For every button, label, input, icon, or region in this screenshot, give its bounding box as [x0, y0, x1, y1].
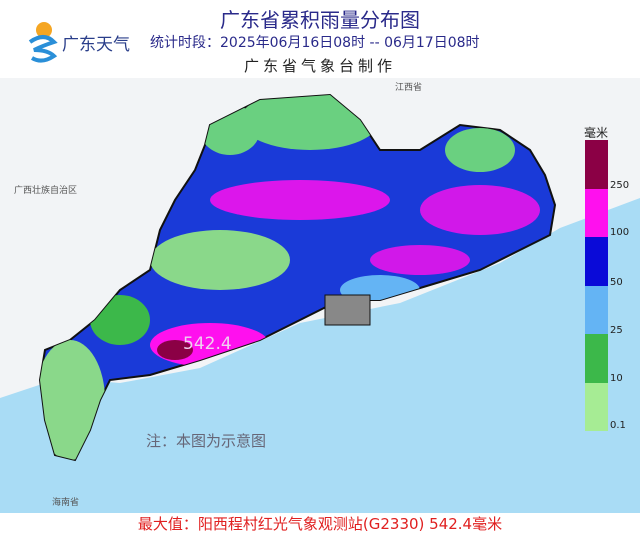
- hong-kong-area: [324, 294, 371, 326]
- label-hainan: 海南省: [52, 498, 80, 508]
- legend-label: 25: [610, 325, 623, 336]
- rainfall-map: [0, 78, 640, 513]
- legend-unit: 毫米: [584, 126, 609, 140]
- legend-label: 250: [610, 180, 630, 191]
- legend-bin-25: [585, 285, 608, 334]
- legend-label: 0.1: [610, 420, 626, 431]
- sea: [0, 198, 640, 513]
- max-rainfall-footer: 最大值：阳西程村红光气象观测站(G2330) 542.4毫米: [0, 513, 640, 535]
- legend-bin-10: [585, 334, 608, 383]
- label-guangxi: 广西壮族自治区: [14, 186, 78, 196]
- max-value-label: 542.4: [183, 334, 232, 354]
- legend-bin-50: [585, 237, 608, 286]
- note: 注：本图为示意图: [146, 432, 267, 450]
- producer: 广东省气象台制作: [243, 57, 396, 75]
- legend-bin-100: [585, 188, 608, 237]
- period: 统计时段：2025年06月16日08时 -- 06月17日08时: [150, 35, 480, 51]
- guangdong-weather-logo-icon: [28, 22, 58, 63]
- map-title: 广东省累积雨量分布图: [220, 8, 420, 32]
- legend-bin-0.1: [585, 382, 608, 431]
- label-jiangxi: 江西省: [395, 83, 423, 93]
- header: 广东省累积雨量分布图 广东天气 统计时段：2025年06月16日08时 -- 0…: [0, 0, 640, 78]
- legend-bin-250: [585, 140, 608, 189]
- legend-label: 100: [610, 227, 630, 238]
- legend-label: 10: [610, 373, 623, 384]
- brand-name: 广东天气: [62, 35, 130, 55]
- legend: [585, 140, 613, 431]
- legend-label: 50: [610, 277, 623, 288]
